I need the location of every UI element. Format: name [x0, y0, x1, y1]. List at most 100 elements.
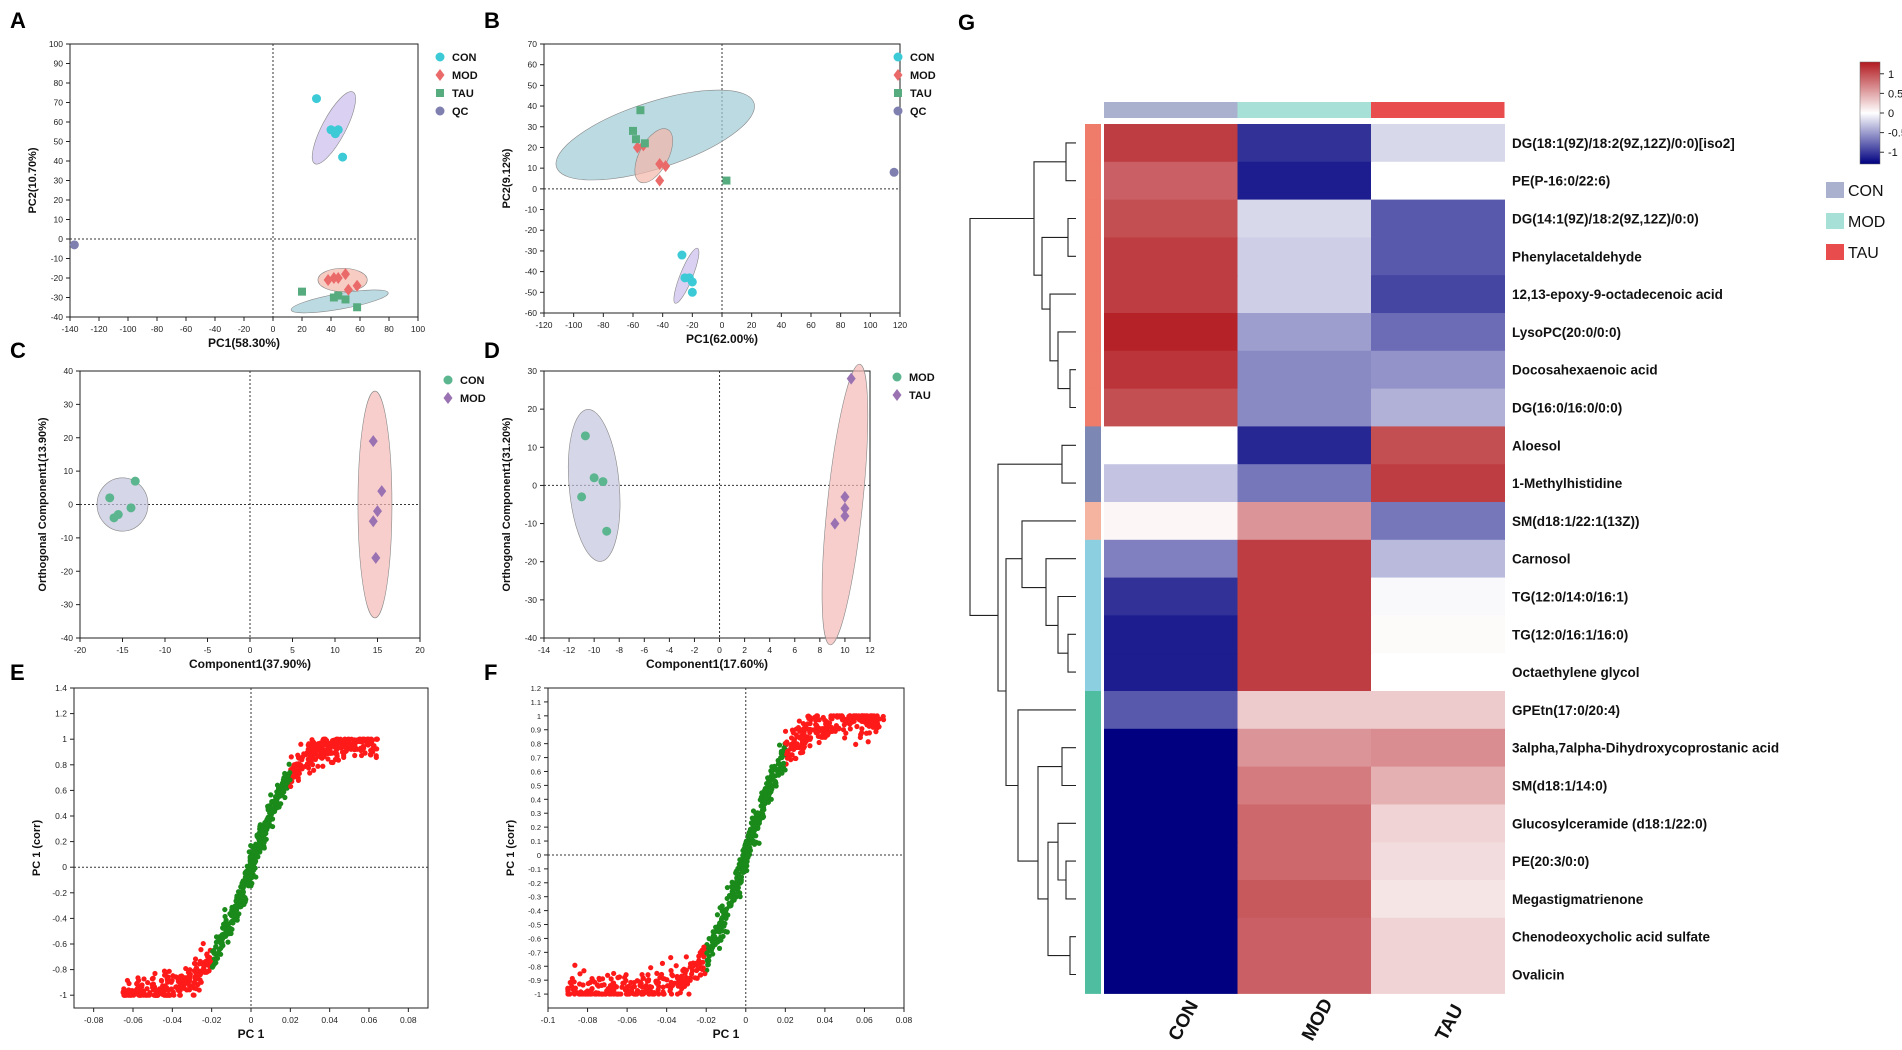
data-point	[126, 980, 132, 987]
data-point	[333, 736, 340, 742]
data-point	[687, 287, 697, 297]
data-point	[318, 743, 324, 749]
data-point	[714, 925, 721, 932]
y-tick-label: 0.6	[55, 785, 67, 795]
data-point	[631, 991, 637, 997]
data-point	[352, 738, 358, 745]
y-tick-label: 0	[532, 184, 537, 194]
heatmap-cell	[1104, 917, 1238, 957]
data-point	[853, 741, 859, 747]
data-point	[737, 890, 743, 896]
y-tick-label: 30	[54, 176, 64, 186]
data-point	[705, 961, 711, 968]
row-label: Aloesol	[1512, 438, 1561, 453]
data-point	[875, 721, 881, 728]
colorbar-tick-label: 0.5	[1888, 88, 1902, 100]
data-point	[287, 770, 293, 776]
y-tick-label: 0.6	[531, 767, 541, 776]
data-point	[166, 987, 172, 993]
data-point	[598, 477, 608, 487]
data-point	[605, 972, 611, 978]
y-tick-label: 40	[528, 101, 538, 111]
data-point	[368, 435, 378, 448]
data-point	[254, 832, 260, 838]
data-point	[264, 821, 270, 828]
heatmap-cell	[1104, 388, 1238, 427]
x-tick-label: 15	[373, 645, 383, 655]
heatmap-cell	[1104, 955, 1238, 994]
row-group-bar	[1085, 275, 1101, 314]
legend-label: CON	[1848, 183, 1884, 200]
data-point	[298, 287, 306, 296]
data-point	[743, 858, 749, 864]
data-point	[353, 303, 362, 312]
data-point	[152, 970, 158, 977]
data-point	[163, 969, 169, 976]
x-tick-label: 5	[290, 645, 295, 655]
data-point	[625, 991, 631, 997]
data-point	[128, 992, 134, 998]
dendrogram-link	[1061, 444, 1076, 484]
x-tick-label: -6	[641, 645, 649, 655]
x-tick-label: 20	[415, 645, 425, 655]
data-point	[660, 984, 666, 990]
data-point	[352, 279, 362, 292]
data-point	[816, 739, 822, 746]
data-point	[638, 980, 644, 987]
x-tick-label: 0	[720, 320, 725, 330]
y-tick-label: -60	[525, 308, 538, 318]
data-point	[259, 830, 265, 836]
row-group-bar	[1085, 502, 1101, 541]
heatmap-cell	[1237, 653, 1372, 692]
legend-label: MOD	[1848, 214, 1885, 231]
data-point	[708, 948, 715, 954]
data-point	[802, 740, 808, 746]
data-point	[762, 796, 769, 802]
data-point	[655, 174, 665, 187]
y-tick-label: 0	[68, 500, 73, 510]
colorbar-gradient-box	[1859, 61, 1881, 165]
y-tick-label: 0.1	[531, 837, 541, 846]
heatmap-cell	[1371, 350, 1505, 390]
heatmap-cell	[1104, 313, 1238, 352]
x-tick-label: -20	[686, 320, 699, 330]
x-tick-label: -0.04	[657, 1015, 677, 1025]
panel-a: A-140 -120 -100 -80 -60 -40 -20 0 20 40 60 80 100-40…	[10, 8, 478, 350]
heatmap-cell	[1237, 955, 1372, 994]
colorbar-tick-label: -1	[1888, 147, 1898, 159]
heatmap-cell	[1104, 880, 1238, 919]
y-tick-label: -20	[525, 225, 538, 235]
data-point	[183, 965, 189, 972]
panel-letter: F	[484, 660, 497, 685]
data-point	[747, 841, 753, 847]
heatmap-cell	[1371, 275, 1505, 314]
data-point	[227, 911, 233, 917]
legend-swatch	[1826, 213, 1844, 229]
y-tick-label: 90	[54, 59, 64, 69]
y-tick-label: 80	[54, 78, 64, 88]
data-point	[233, 909, 239, 915]
heatmap-cell	[1371, 955, 1505, 994]
data-point	[690, 960, 696, 966]
y-tick-label: 1	[62, 734, 67, 744]
data-point	[854, 714, 860, 720]
y-tick-label: 40	[54, 156, 64, 166]
data-point	[653, 979, 659, 985]
legend-marker	[435, 52, 445, 62]
data-point	[129, 987, 135, 994]
data-point	[234, 917, 240, 923]
panel-letter: D	[484, 338, 500, 363]
data-point	[682, 970, 688, 976]
x-tick-label: -0.08	[84, 1015, 104, 1025]
x-tick-label: -120	[535, 320, 552, 330]
data-point	[373, 736, 379, 742]
y-tick-label: -0.5	[528, 921, 541, 930]
data-point	[305, 765, 312, 771]
data-point	[865, 739, 871, 745]
data-point	[320, 763, 326, 769]
dendrogram-link	[1067, 633, 1076, 673]
heatmap-cell	[1237, 842, 1372, 881]
data-point	[863, 730, 870, 736]
data-point	[847, 720, 853, 726]
heatmap-cell	[1104, 199, 1238, 238]
